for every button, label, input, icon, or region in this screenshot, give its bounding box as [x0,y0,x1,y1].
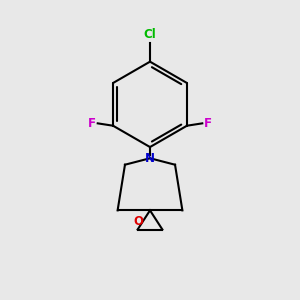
Text: N: N [145,152,155,165]
Text: Cl: Cl [144,28,156,41]
Text: F: F [88,117,96,130]
Text: O: O [134,215,143,228]
Text: F: F [204,117,212,130]
